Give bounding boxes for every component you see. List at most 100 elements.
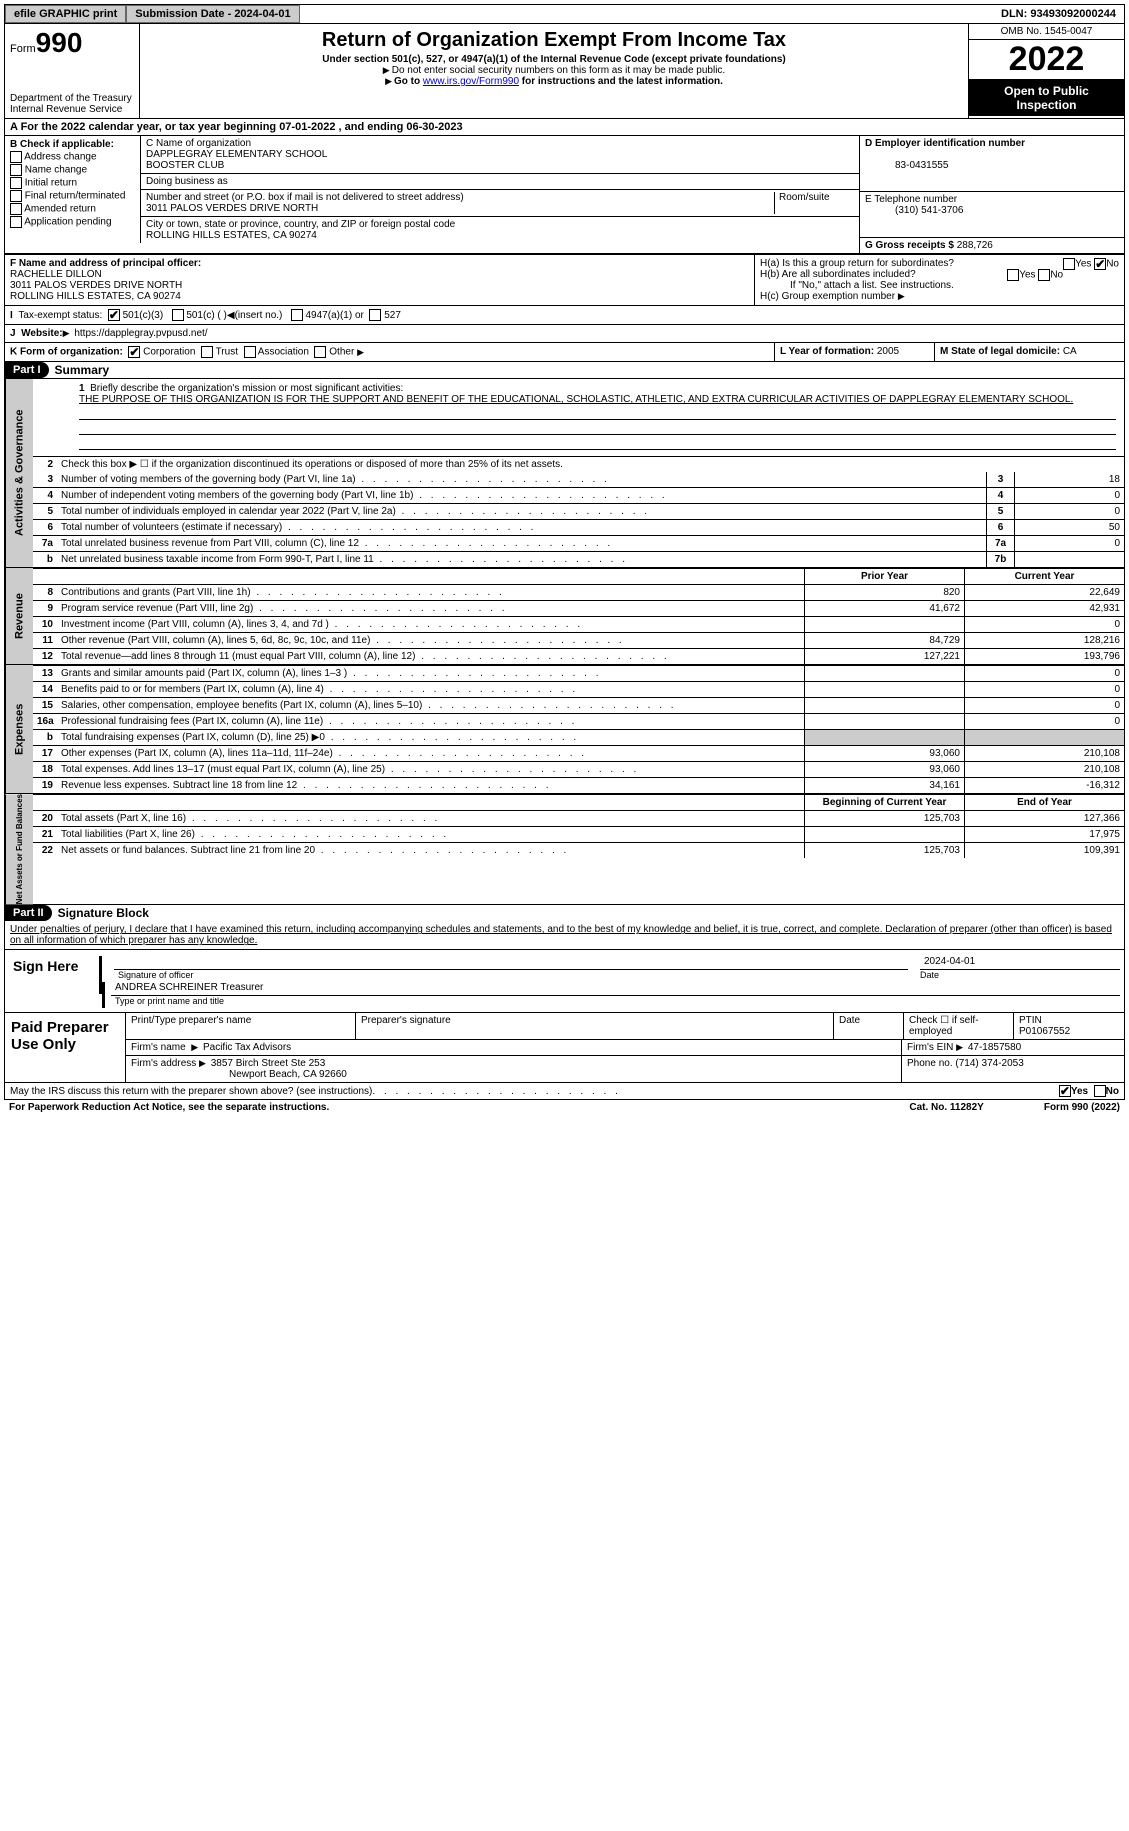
hc-label: H(c) Group exemption number: [760, 291, 895, 302]
sign-here-label: Sign Here: [5, 950, 95, 1012]
omb-number: OMB No. 1545-0047: [969, 24, 1124, 40]
line-num: 4: [33, 488, 57, 503]
cb-trust[interactable]: [201, 346, 213, 358]
hb-yes[interactable]: [1007, 269, 1019, 281]
mission-text: THE PURPOSE OF THIS ORGANIZATION IS FOR …: [79, 394, 1073, 405]
discuss-yes[interactable]: [1059, 1085, 1071, 1097]
line-desc: Total number of volunteers (estimate if …: [57, 520, 986, 535]
line-box: 7b: [986, 552, 1014, 567]
efile-print-button[interactable]: efile GRAPHIC print: [5, 5, 126, 23]
cb-name-change[interactable]: [10, 164, 22, 176]
hb-note: If "No," attach a list. See instructions…: [760, 280, 1119, 291]
firm-addr-label: Firm's address: [131, 1058, 196, 1069]
line-val: 0: [1014, 504, 1124, 519]
line-desc: Contributions and grants (Part VIII, lin…: [57, 585, 804, 600]
cb-initial-return[interactable]: [10, 177, 22, 189]
line-num: 18: [33, 762, 57, 777]
ha-no[interactable]: [1094, 258, 1106, 270]
org-name-label: C Name of organization: [146, 138, 251, 149]
part1-tag: Part I: [5, 362, 49, 378]
cb-assoc[interactable]: [244, 346, 256, 358]
current-year-val: 0: [964, 682, 1124, 697]
state-domicile: CA: [1063, 346, 1077, 357]
ein-label: D Employer identification number: [865, 138, 1025, 149]
current-year-val: 22,649: [964, 585, 1124, 600]
prior-year-val: [804, 617, 964, 632]
discuss-label: May the IRS discuss this return with the…: [10, 1086, 372, 1097]
current-year-val: 0: [964, 698, 1124, 713]
year-formation: 2005: [877, 346, 899, 357]
cb-501c[interactable]: [172, 309, 184, 321]
prior-year-val: [804, 714, 964, 729]
line-num: 14: [33, 682, 57, 697]
begin-year-hdr: Beginning of Current Year: [804, 795, 964, 810]
line-desc: Total assets (Part X, line 16): [57, 811, 804, 826]
org-name-1: DAPPLEGRAY ELEMENTARY SCHOOL: [146, 149, 327, 160]
discuss-no[interactable]: [1094, 1085, 1106, 1097]
line2-text: Check this box ▶ ☐ if the organization d…: [57, 457, 1124, 472]
ein-value: 83-0431555: [865, 160, 948, 171]
tax-year: 2022: [969, 40, 1124, 80]
line-box: 4: [986, 488, 1014, 503]
tel-value: (310) 541-3706: [865, 205, 963, 216]
line-desc: Grants and similar amounts paid (Part IX…: [57, 666, 804, 681]
line-num: 19: [33, 778, 57, 793]
line-num: b: [33, 552, 57, 567]
line-desc: Total revenue—add lines 8 through 11 (mu…: [57, 649, 804, 664]
dept-treasury: Department of the Treasury: [10, 93, 134, 104]
irs-link[interactable]: www.irs.gov/Form990: [423, 76, 519, 87]
cb-corp[interactable]: [128, 346, 140, 358]
line-desc: Total unrelated business revenue from Pa…: [57, 536, 986, 551]
line-num: 7a: [33, 536, 57, 551]
vtab-revenue: Revenue: [5, 568, 33, 664]
org-name-2: BOOSTER CLUB: [146, 160, 224, 171]
phone-value: (714) 374-2053: [955, 1058, 1023, 1069]
line-desc: Salaries, other compensation, employee b…: [57, 698, 804, 713]
line-desc: Program service revenue (Part VIII, line…: [57, 601, 804, 616]
cb-other[interactable]: [314, 346, 326, 358]
city-value: ROLLING HILLS ESTATES, CA 90274: [146, 230, 317, 241]
goto-note: Go to www.irs.gov/Form990 for instructio…: [145, 76, 963, 87]
current-year-val: 128,216: [964, 633, 1124, 648]
ha-label: H(a) Is this a group return for subordin…: [760, 258, 954, 269]
cb-4947[interactable]: [291, 309, 303, 321]
line-desc: Investment income (Part VIII, column (A)…: [57, 617, 804, 632]
hb-no[interactable]: [1038, 269, 1050, 281]
line-num: 10: [33, 617, 57, 632]
part2-title: Signature Block: [52, 906, 149, 920]
line-box: 7a: [986, 536, 1014, 551]
firm-ein: 47-1857580: [968, 1042, 1021, 1053]
prior-year-val: [804, 698, 964, 713]
cb-final-return[interactable]: [10, 190, 22, 202]
state-domicile-label: M State of legal domicile:: [940, 346, 1060, 357]
form-title: Return of Organization Exempt From Incom…: [145, 29, 963, 52]
form-footer: Form 990 (2022): [1044, 1102, 1120, 1113]
line-val: 50: [1014, 520, 1124, 535]
officer-name: RACHELLE DILLON: [10, 269, 102, 280]
line-num: 8: [33, 585, 57, 600]
line-desc: Total liabilities (Part X, line 26): [57, 827, 804, 842]
perjury-declaration: Under penalties of perjury, I declare th…: [5, 921, 1124, 949]
ha-yes[interactable]: [1063, 258, 1075, 270]
line-val: 0: [1014, 536, 1124, 551]
current-year-val: 109,391: [964, 843, 1124, 858]
hb-label: H(b) Are all subordinates included?: [760, 269, 916, 280]
prior-year-val: [804, 827, 964, 842]
tel-label: E Telephone number: [865, 194, 957, 205]
prep-sig-hdr: Preparer's signature: [356, 1013, 834, 1039]
prep-date-hdr: Date: [834, 1013, 904, 1039]
cb-amended-return[interactable]: [10, 203, 22, 215]
room-label: Room/suite: [774, 192, 854, 214]
line-num: 16a: [33, 714, 57, 729]
cb-app-pending[interactable]: [10, 216, 22, 228]
cb-501c3[interactable]: [108, 309, 120, 321]
gross-label: G Gross receipts $: [865, 240, 954, 251]
cb-address-change[interactable]: [10, 151, 22, 163]
line-desc: Other expenses (Part IX, column (A), lin…: [57, 746, 804, 761]
topbar: efile GRAPHIC print Submission Date - 20…: [4, 4, 1125, 24]
website-value: https://dapplegray.pvpusd.net/: [74, 328, 207, 339]
current-year-val: -16,312: [964, 778, 1124, 793]
mission-label: Briefly describe the organization's miss…: [90, 383, 403, 394]
prior-year-val: [804, 666, 964, 681]
cb-527[interactable]: [369, 309, 381, 321]
